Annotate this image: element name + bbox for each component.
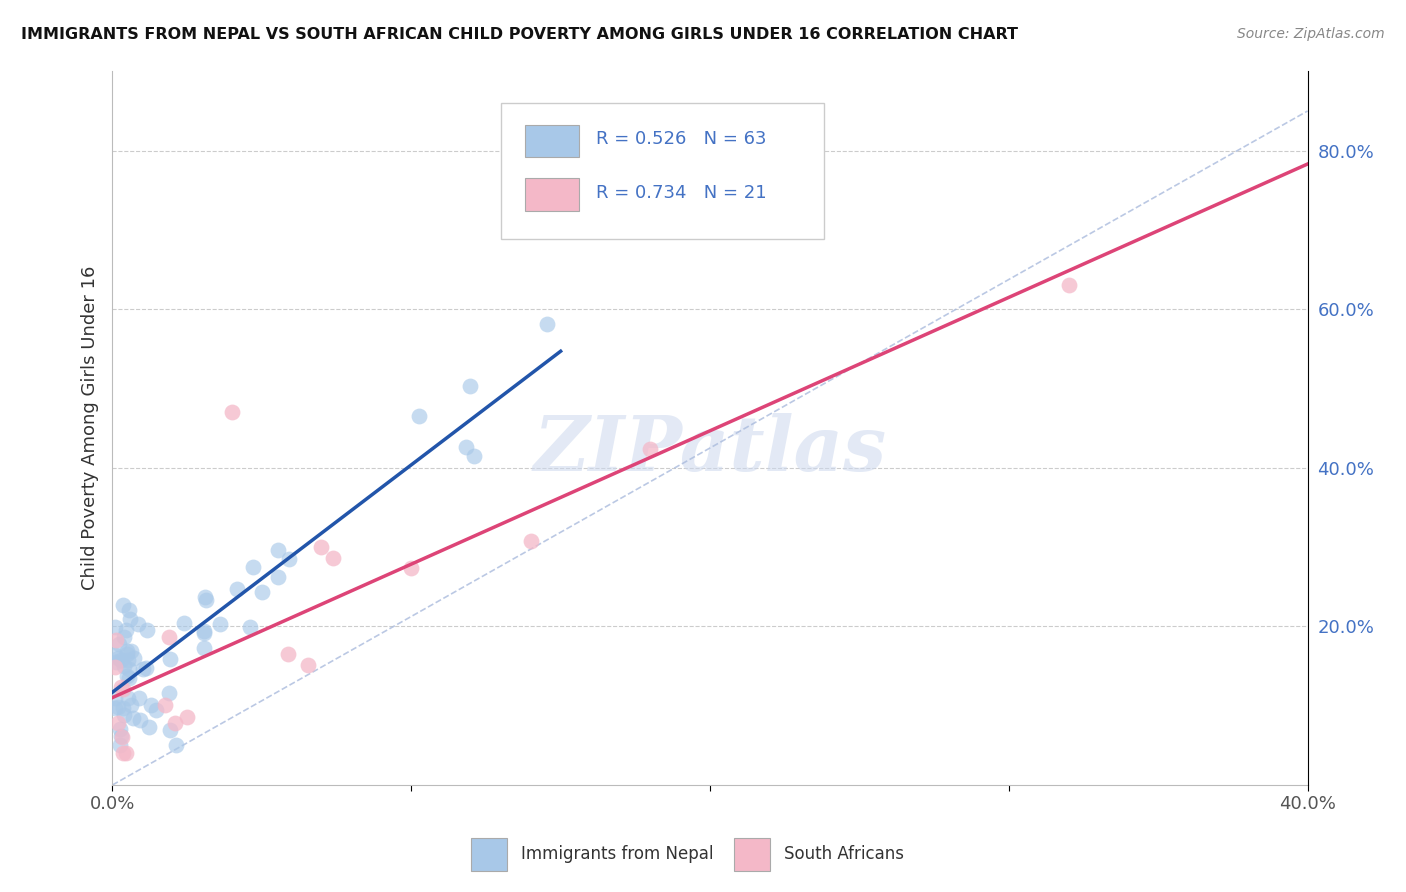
Point bbox=[221, 405, 243, 419]
Point bbox=[127, 616, 149, 631]
Point bbox=[107, 651, 129, 665]
Point bbox=[117, 662, 139, 676]
Point bbox=[520, 534, 543, 549]
Point bbox=[115, 643, 138, 657]
Point bbox=[141, 698, 163, 712]
Point bbox=[104, 690, 127, 705]
Y-axis label: Child Poverty Among Girls Under 16: Child Poverty Among Girls Under 16 bbox=[80, 266, 98, 591]
Point bbox=[121, 710, 143, 724]
Point bbox=[408, 409, 430, 424]
Point bbox=[111, 701, 134, 715]
Point bbox=[112, 682, 135, 697]
Point bbox=[277, 648, 299, 662]
Point bbox=[107, 700, 129, 714]
Point bbox=[194, 590, 217, 604]
Point bbox=[145, 703, 167, 717]
Point bbox=[115, 746, 138, 760]
Point bbox=[115, 669, 138, 683]
Point bbox=[115, 647, 138, 661]
Text: R = 0.526   N = 63: R = 0.526 N = 63 bbox=[596, 130, 768, 148]
FancyBboxPatch shape bbox=[501, 103, 824, 239]
Text: R = 0.734   N = 21: R = 0.734 N = 21 bbox=[596, 184, 768, 202]
Point bbox=[128, 713, 150, 727]
Point bbox=[104, 655, 127, 669]
Point bbox=[120, 698, 142, 713]
Point bbox=[112, 707, 135, 722]
Point bbox=[176, 710, 198, 724]
Point bbox=[104, 620, 127, 634]
Point bbox=[166, 739, 188, 753]
Point bbox=[138, 720, 160, 734]
Point bbox=[193, 640, 215, 655]
Point bbox=[115, 624, 138, 638]
Point bbox=[112, 746, 135, 760]
Point bbox=[135, 661, 157, 675]
Point bbox=[132, 662, 155, 676]
Point bbox=[108, 739, 131, 753]
Point bbox=[193, 626, 215, 640]
Point bbox=[157, 630, 180, 644]
Point bbox=[153, 698, 176, 712]
Point bbox=[111, 730, 134, 744]
Point bbox=[195, 593, 218, 607]
Point bbox=[118, 603, 141, 617]
Point bbox=[536, 318, 558, 332]
Point bbox=[110, 729, 132, 743]
Point bbox=[322, 550, 344, 565]
Text: IMMIGRANTS FROM NEPAL VS SOUTH AFRICAN CHILD POVERTY AMONG GIRLS UNDER 16 CORREL: IMMIGRANTS FROM NEPAL VS SOUTH AFRICAN C… bbox=[21, 27, 1018, 42]
Point bbox=[128, 691, 150, 706]
Point bbox=[458, 379, 481, 393]
Point bbox=[117, 653, 139, 667]
Point bbox=[104, 648, 127, 663]
Point bbox=[107, 636, 129, 650]
Point bbox=[104, 700, 127, 714]
Point bbox=[1057, 278, 1080, 293]
Point bbox=[193, 624, 215, 638]
Point bbox=[136, 624, 159, 638]
Point bbox=[267, 569, 290, 583]
Point bbox=[120, 612, 142, 626]
Point bbox=[124, 651, 146, 665]
Point bbox=[463, 450, 485, 464]
FancyBboxPatch shape bbox=[471, 838, 508, 871]
Text: South Africans: South Africans bbox=[785, 846, 904, 863]
Text: Immigrants from Nepal: Immigrants from Nepal bbox=[522, 846, 714, 863]
Point bbox=[239, 620, 262, 634]
FancyBboxPatch shape bbox=[524, 178, 579, 211]
Text: Source: ZipAtlas.com: Source: ZipAtlas.com bbox=[1237, 27, 1385, 41]
Point bbox=[118, 672, 141, 686]
Point bbox=[242, 560, 264, 574]
Point bbox=[173, 615, 195, 630]
Point bbox=[112, 598, 135, 612]
Point bbox=[104, 660, 127, 674]
Point bbox=[121, 643, 143, 657]
FancyBboxPatch shape bbox=[524, 125, 579, 157]
Point bbox=[117, 690, 139, 705]
Point bbox=[110, 653, 132, 667]
Point bbox=[112, 659, 135, 673]
Point bbox=[163, 715, 186, 730]
Point bbox=[226, 582, 249, 596]
Point bbox=[267, 542, 290, 557]
Point bbox=[278, 552, 301, 566]
Point bbox=[159, 652, 181, 666]
Point bbox=[107, 716, 129, 731]
Point bbox=[159, 723, 181, 737]
Point bbox=[297, 657, 319, 672]
Point bbox=[454, 440, 477, 454]
Point bbox=[110, 680, 132, 694]
Point bbox=[311, 541, 333, 555]
Point bbox=[640, 442, 662, 456]
Point bbox=[252, 584, 274, 599]
Text: ZIPatlas: ZIPatlas bbox=[533, 413, 887, 486]
Point bbox=[157, 686, 180, 700]
Point bbox=[209, 617, 232, 632]
FancyBboxPatch shape bbox=[734, 838, 770, 871]
Point bbox=[401, 561, 423, 575]
Point bbox=[105, 632, 128, 647]
Point bbox=[112, 630, 135, 644]
Point bbox=[108, 722, 131, 736]
